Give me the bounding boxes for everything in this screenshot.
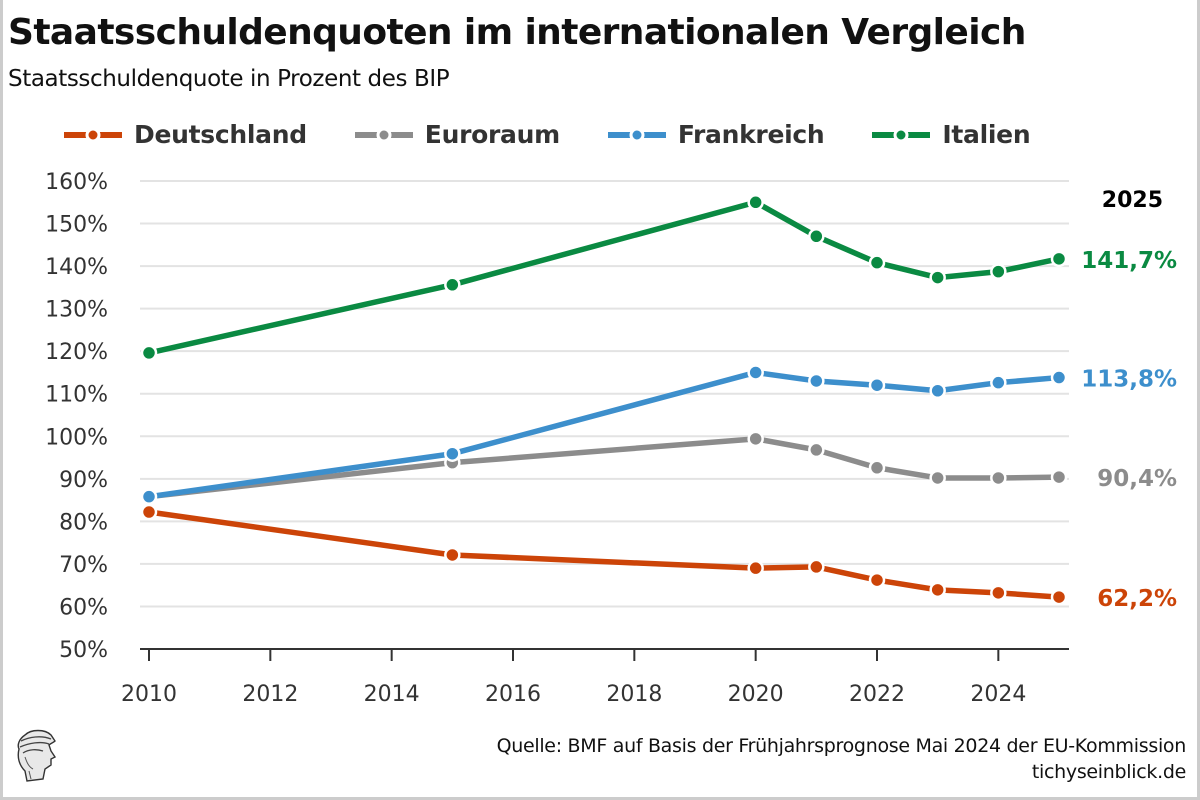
data-point [868, 254, 886, 271]
x-tick-label: 2010 [121, 682, 177, 707]
legend-line-marker-icon [872, 127, 931, 142]
legend-line-marker-icon [354, 127, 413, 142]
x-tick-label: 2024 [970, 682, 1026, 707]
data-point [808, 228, 825, 245]
data-point [808, 441, 825, 459]
end-value-label: 113,8% [1081, 367, 1177, 393]
end-value-label: 62,2% [1097, 586, 1177, 612]
y-tick-label: 60% [59, 595, 108, 620]
chart-subtitle: Staatsschuldenquote in Prozent des BIP [8, 66, 450, 92]
series-line-deutschland [148, 509, 1060, 600]
data-point [929, 269, 946, 286]
legend-line-marker-icon [64, 127, 122, 142]
greek-head-logo-icon [17, 729, 57, 782]
y-tick-label: 80% [59, 510, 108, 535]
end-value-label: 141,7% [1081, 248, 1177, 274]
data-point [444, 546, 461, 564]
data-point [1050, 468, 1068, 486]
data-point [444, 445, 461, 462]
legend-label: Frankreich [677, 120, 825, 149]
y-tick-label: 110% [45, 383, 108, 408]
source-text: Quelle: BMF auf Basis der Frühjahrsprogn… [496, 735, 1187, 757]
data-point [990, 263, 1007, 280]
data-point [747, 194, 764, 211]
y-tick-label: 90% [59, 468, 108, 493]
gridlines [140, 180, 1069, 608]
legend-line-marker-icon [607, 127, 666, 142]
data-point [808, 372, 825, 390]
series-line-frankreich [148, 369, 1060, 500]
data-point [747, 559, 764, 577]
series-line-italien [148, 199, 1060, 356]
x-tick-label: 2014 [364, 682, 420, 707]
x-tick-label: 2020 [728, 682, 784, 707]
series-line-euroraum [148, 436, 1060, 500]
y-tick-label: 50% [59, 638, 108, 663]
data-point [868, 376, 886, 394]
y-tick-label: 130% [45, 298, 108, 323]
data-point [990, 374, 1007, 391]
x-tick-label: 2018 [606, 682, 662, 707]
data-point [929, 581, 946, 599]
y-tick-label: 150% [45, 213, 108, 238]
y-tick-label: 120% [45, 340, 108, 365]
legend-item-frankreich: Frankreich [606, 120, 825, 149]
legend-item-euroraum: Euroraum [353, 120, 560, 149]
end-year-header: 2025 [1102, 188, 1163, 213]
data-point [808, 558, 825, 576]
data-point [1050, 588, 1068, 606]
y-tick-label: 160% [45, 170, 108, 195]
data-point [444, 276, 461, 294]
x-axis: 2010 2012 2014 2016 2018 2020 2022 2024 [121, 648, 1069, 707]
data-point [140, 503, 158, 521]
x-tick-label: 2016 [485, 682, 541, 707]
x-tick-label: 2012 [242, 682, 298, 707]
data-point [747, 430, 764, 448]
site-credit: tichyseinblick.de [1031, 761, 1186, 783]
series-layer [140, 194, 1068, 606]
y-tick-label: 140% [45, 255, 108, 280]
data-point [868, 571, 886, 589]
data-point [868, 459, 886, 477]
x-tick-label: 2022 [849, 682, 905, 707]
data-point [140, 344, 158, 362]
y-axis: 50% 60% 70% 80% 90% 100% 110% 120% 130% 140% 150% 1… [45, 170, 108, 663]
data-point [990, 469, 1007, 487]
end-labels: 62,2% 90,4% 113,8% 141,7% 2025 [1081, 188, 1177, 612]
legend-label: Euroraum [424, 120, 560, 149]
data-point [1050, 369, 1068, 386]
data-point [929, 382, 946, 399]
source-note: Quelle: BMF auf Basis der Frühjahrsprogn… [496, 733, 1187, 785]
y-tick-label: 100% [45, 425, 108, 450]
legend-item-italien: Italien [870, 120, 1031, 149]
data-point [747, 364, 764, 381]
data-point [1050, 250, 1068, 268]
legend-label: Italien [942, 120, 1031, 149]
chart-frame [3, 0, 1197, 797]
y-tick-label: 70% [59, 553, 108, 578]
legend-label: Deutschland [134, 120, 307, 149]
data-point [140, 488, 158, 505]
end-value-label: 90,4% [1097, 466, 1177, 492]
legend-item-deutschland: Deutschland [62, 120, 307, 149]
legend: Deutschland Euroraum Frankreich Italien [62, 120, 1076, 149]
chart-title: Staatsschuldenquoten im internationalen … [8, 12, 1026, 53]
data-point [990, 584, 1007, 602]
data-point [929, 469, 946, 487]
